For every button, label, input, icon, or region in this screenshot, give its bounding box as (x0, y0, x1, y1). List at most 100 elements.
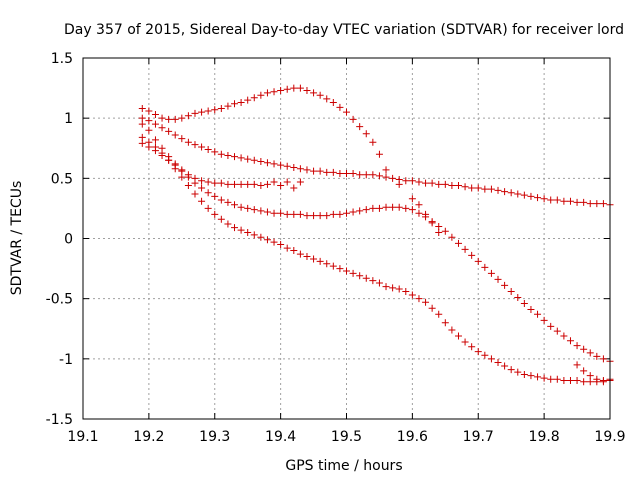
data-point (507, 366, 515, 374)
y-tick-label: -0.5 (46, 292, 73, 308)
data-point (250, 206, 258, 214)
data-point (461, 245, 469, 253)
data-point (534, 310, 542, 318)
data-point (349, 208, 357, 216)
data-point (263, 236, 271, 244)
data-point (204, 189, 212, 197)
data-point (481, 351, 489, 359)
data-point (211, 192, 219, 200)
data-point (165, 127, 173, 135)
data-point (296, 178, 304, 186)
data-point (527, 372, 535, 380)
data-point (382, 173, 390, 181)
data-point (151, 120, 159, 128)
data-point (408, 206, 416, 214)
series-satellite-b (138, 114, 614, 209)
data-point (151, 136, 159, 144)
data-point (263, 159, 271, 167)
data-point (217, 196, 225, 204)
x-axis-label: GPS time / hours (285, 458, 402, 474)
data-point (165, 115, 173, 123)
data-point (323, 168, 331, 176)
data-point (277, 161, 285, 169)
x-tick-label: 19.7 (463, 429, 494, 445)
data-point (343, 267, 350, 275)
data-point (402, 204, 410, 212)
data-point (211, 179, 219, 187)
data-point (408, 195, 416, 203)
data-point (290, 247, 298, 255)
data-point (454, 332, 462, 340)
data-point (244, 180, 252, 188)
data-point (296, 165, 304, 173)
data-point (501, 188, 509, 196)
data-point (244, 204, 252, 212)
data-point (441, 180, 449, 188)
data-point (599, 355, 607, 363)
data-point (369, 138, 377, 146)
data-point (145, 117, 153, 125)
data-point (428, 179, 436, 187)
data-point (566, 337, 574, 345)
data-point (270, 238, 278, 246)
data-point (593, 375, 601, 383)
data-point (560, 332, 568, 340)
data-point (580, 198, 588, 206)
data-point (145, 126, 153, 134)
data-point (316, 91, 324, 99)
data-point (540, 316, 548, 324)
data-point (277, 209, 285, 217)
data-point (395, 180, 403, 188)
data-point (369, 204, 377, 212)
data-point (395, 285, 403, 293)
data-point (204, 145, 212, 153)
data-point (382, 203, 390, 211)
data-point (244, 96, 252, 104)
data-point (277, 86, 285, 94)
data-point (356, 123, 364, 131)
data-point (303, 212, 311, 220)
data-point (540, 374, 548, 382)
data-point (165, 156, 173, 164)
data-point (356, 207, 364, 215)
data-point (580, 367, 588, 375)
data-point (408, 291, 416, 299)
data-point (204, 107, 212, 115)
data-point (494, 275, 502, 283)
data-point (303, 166, 311, 174)
data-point (158, 151, 166, 159)
data-point (402, 177, 410, 185)
data-point (303, 253, 311, 261)
data-point (534, 373, 542, 381)
data-point (158, 124, 166, 132)
data-point (474, 184, 482, 192)
data-point (211, 148, 219, 156)
data-point (290, 164, 298, 172)
data-point (362, 206, 370, 214)
data-point (553, 196, 561, 204)
data-point (599, 200, 607, 208)
data-point (329, 210, 337, 218)
data-point (303, 86, 311, 94)
data-point (178, 173, 186, 181)
data-point (408, 177, 416, 185)
x-tick-label: 19.3 (199, 429, 230, 445)
data-point (231, 201, 239, 209)
x-tick-label: 19.9 (594, 429, 625, 445)
data-point (237, 180, 245, 188)
data-point (191, 109, 199, 117)
data-point (138, 139, 146, 147)
data-point (244, 155, 252, 163)
data-point (244, 228, 252, 236)
data-point (573, 361, 581, 369)
data-point (257, 157, 265, 165)
data-point (250, 180, 258, 188)
data-point (527, 192, 535, 200)
data-point (191, 141, 199, 149)
chart-title: Day 357 of 2015, Sidereal Day-to-day VTE… (64, 22, 624, 38)
data-point (211, 210, 219, 218)
data-point (329, 262, 337, 270)
data-point (343, 170, 350, 178)
data-point (534, 194, 542, 202)
data-point (237, 203, 245, 211)
